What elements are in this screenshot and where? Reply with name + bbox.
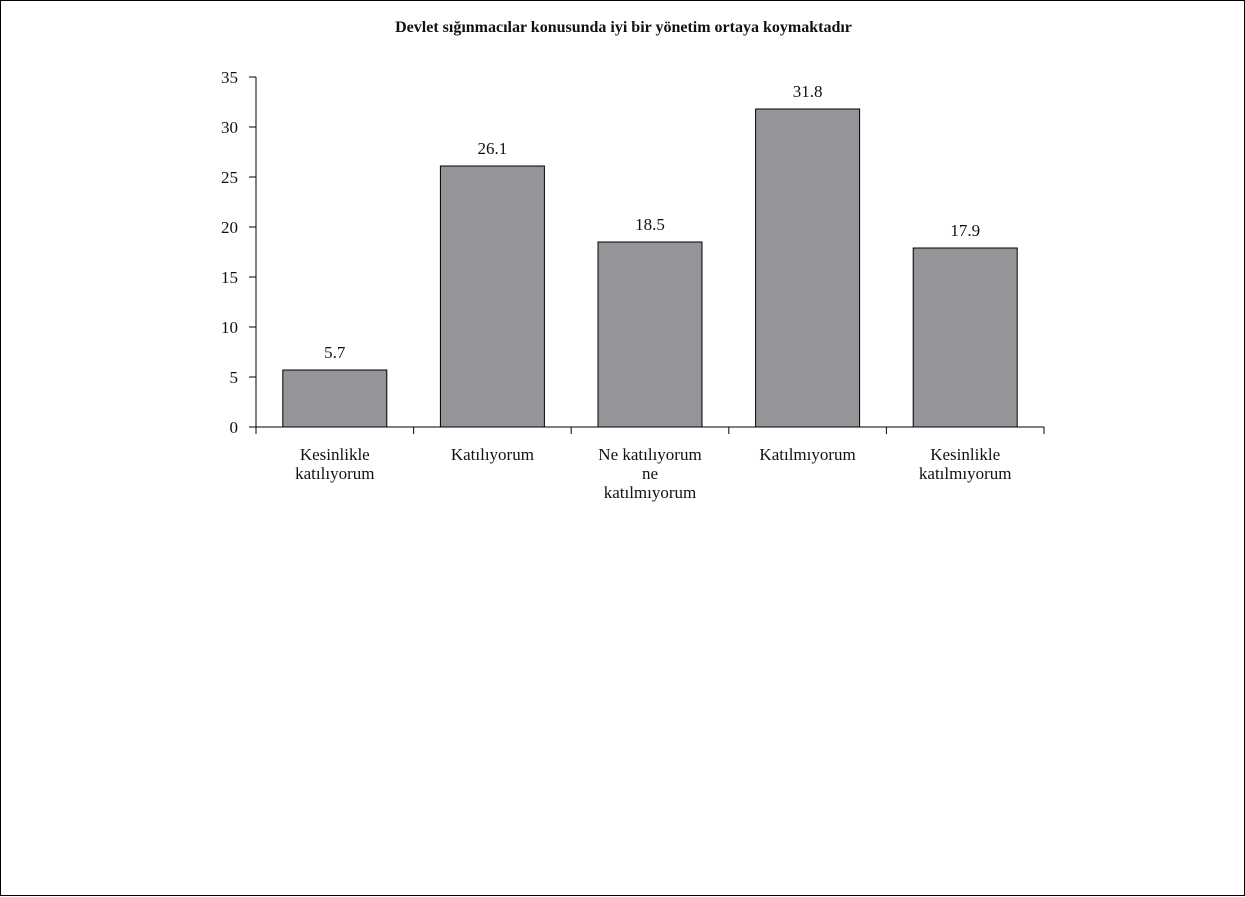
bar [439, 165, 545, 428]
bar [755, 108, 861, 428]
category-label-line: Kesinlikle [930, 445, 1001, 464]
y-tick-label: 0 [230, 418, 239, 437]
category-label-line: ne [641, 464, 659, 483]
y-tick-label: 10 [221, 318, 238, 337]
category-label-line: Katılıyorum [450, 445, 534, 464]
category-label-line: Kesinlikle [299, 445, 370, 464]
y-tick-label: 15 [221, 268, 238, 287]
category-label: Kesinlikle katılmıyorum [890, 445, 1040, 483]
value-label: 5.7 [324, 343, 346, 362]
value-label: 18.5 [635, 215, 665, 234]
category-label: Kesinlikle katılıyorum [260, 445, 410, 483]
x-axis [255, 426, 1045, 434]
chart-title: Devlet sığınmacılar konusunda iyi bir yö… [395, 19, 852, 36]
category-label: Katılıyorum [417, 445, 567, 464]
bar [282, 369, 388, 428]
y-tick-label: 35 [221, 68, 238, 87]
category-label-line: Ne katılıyorum [598, 445, 702, 464]
category-label-line: katılmıyorum [603, 483, 697, 502]
y-tick-label: 5 [230, 368, 239, 387]
y-tick-label: 30 [221, 118, 238, 137]
category-label-line: Katılmıyorum [759, 445, 856, 464]
value-label: 31.8 [793, 82, 823, 101]
category-label-line: katılmıyorum [918, 464, 1012, 483]
value-label: 26.1 [478, 139, 508, 158]
value-label: 17.9 [950, 221, 980, 240]
bar [912, 247, 1018, 428]
value-labels: 5.7 26.1 18.5 31.8 17.9 [324, 82, 980, 362]
y-tick-label: 25 [221, 168, 238, 187]
y-axis: 0 5 10 15 20 25 30 35 [221, 68, 257, 437]
category-label: Ne katılıyorum ne katılmıyorum [575, 445, 725, 502]
bars [282, 108, 1018, 428]
bar [597, 241, 703, 428]
y-tick-label: 20 [221, 218, 238, 237]
category-label: Katılmıyorum [733, 445, 883, 464]
category-label-line: katılıyorum [295, 464, 375, 483]
